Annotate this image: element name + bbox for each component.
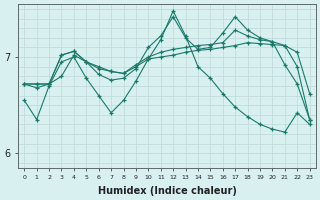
X-axis label: Humidex (Indice chaleur): Humidex (Indice chaleur) <box>98 186 236 196</box>
